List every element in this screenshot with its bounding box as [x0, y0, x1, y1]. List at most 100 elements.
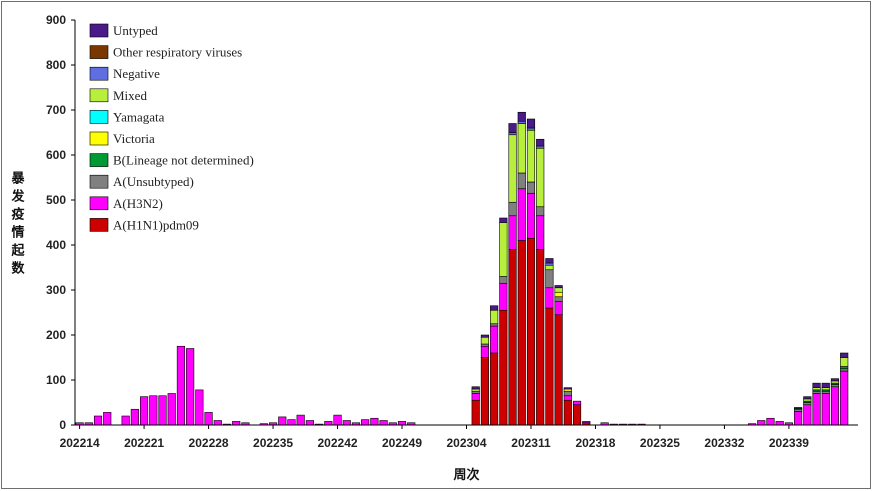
- bar-segment-mixed: [526, 129, 536, 183]
- bar-segment-a-unsubtyped: [794, 408, 803, 412]
- y-tick-label: 400: [46, 238, 66, 252]
- bar-segment-mixed: [554, 287, 563, 293]
- legend-label: A(H3N2): [113, 196, 163, 211]
- bar-segment-a-h3n2: [526, 192, 536, 239]
- legend-label: Other respiratory viruses: [113, 45, 242, 60]
- bar-segment-a-h3n2: [821, 393, 830, 426]
- x-tick-label: 202249: [382, 436, 422, 450]
- bar-segment-a-h1n1-pdm09: [563, 399, 572, 426]
- bar-segment-a-h3n2: [471, 393, 480, 401]
- bar-segment-negative: [536, 145, 545, 149]
- y-tick-label: 600: [46, 148, 66, 162]
- bar-segment-a-unsubtyped: [490, 323, 499, 327]
- x-tick-label: 202214: [60, 436, 100, 450]
- bar-segment-a-h1n1-pdm09: [536, 249, 545, 426]
- legend-swatch: [89, 131, 109, 146]
- bar-segment-a-h3n2: [379, 420, 388, 426]
- legend-label: Yamagata: [113, 109, 165, 124]
- bar-segment-a-h3n2: [480, 345, 489, 358]
- x-tick-label: 202242: [318, 436, 358, 450]
- bar-segment-a-h3n2: [278, 416, 287, 426]
- bar-segment-a-unsubtyped: [536, 206, 545, 217]
- bar-segment-mixed: [803, 398, 812, 402]
- bar-segment-a-h3n2: [93, 415, 103, 426]
- bar-segment-mixed: [480, 336, 489, 345]
- x-tick-label: 202228: [189, 436, 229, 450]
- x-tick-label: 202332: [704, 436, 744, 450]
- bar-segment-a-h3n2: [490, 325, 499, 354]
- bar-segment-a-h3n2: [803, 404, 812, 426]
- bar-segment-a-h3n2: [775, 421, 784, 426]
- bar-segment-untyped: [563, 387, 572, 390]
- bar-segment-a-h1n1-pdm09: [545, 307, 554, 426]
- legend-swatch: [89, 110, 109, 124]
- bar-segment-a-unsubtyped: [563, 390, 572, 397]
- bar-segment-a-h3n2: [305, 420, 314, 426]
- x-tick-label: 202325: [640, 436, 680, 450]
- bar-segment-a-h1n1-pdm09: [480, 357, 489, 426]
- legend-label: Mixed: [113, 88, 147, 103]
- y-tick-label: 700: [46, 103, 66, 117]
- bar-segment-mixed: [517, 123, 526, 174]
- y-axis-title-char: 疫: [11, 207, 24, 223]
- bar-segment-a-h3n2: [830, 386, 840, 426]
- bar-segment-a-h3n2: [499, 282, 508, 311]
- bar-segment-mixed: [499, 222, 508, 277]
- bar-segment-a-h1n1-pdm09: [499, 309, 508, 426]
- bar-segment-a-h3n2: [204, 412, 213, 426]
- bar-segment-a-h3n2: [766, 417, 775, 426]
- y-tick-label: 100: [46, 373, 66, 387]
- bar-segment-a-unsubtyped: [480, 343, 489, 347]
- bar-segment-a-h3n2: [757, 420, 766, 426]
- bar-segment-a-h3n2: [287, 419, 296, 426]
- bar-segment-a-h3n2: [296, 414, 305, 426]
- x-tick-label: 202235: [253, 436, 293, 450]
- x-tick-label: 202318: [575, 436, 615, 450]
- bar-segment-mixed: [821, 387, 830, 391]
- x-axis-title: 周次: [453, 467, 479, 483]
- bar-segment-victoria: [554, 291, 563, 298]
- bar-segment-a-h1n1-pdm09: [508, 249, 517, 426]
- bar-segment-a-h1n1-pdm09: [490, 352, 499, 426]
- legend-swatch: [89, 196, 109, 211]
- bar-segment-a-h3n2: [840, 370, 849, 426]
- bar-segment-negative: [517, 120, 526, 124]
- bar-segment-a-h3n2: [176, 345, 186, 426]
- y-tick-label: 300: [46, 283, 66, 297]
- bar-segment-untyped: [536, 138, 545, 147]
- bar-segment-a-h3n2: [195, 389, 204, 426]
- bar-segment-a-h3n2: [794, 411, 803, 426]
- bar-segment-a-h3n2: [582, 421, 591, 424]
- bar-segment-mixed: [830, 380, 840, 384]
- bar-segment-a-unsubtyped: [821, 390, 830, 394]
- bar-segment-a-unsubtyped: [554, 296, 563, 302]
- y-axis-title-char: 数: [11, 261, 25, 277]
- bar-segment-untyped: [499, 217, 508, 223]
- bar-segment-a-unsubtyped: [840, 368, 849, 372]
- x-tick-label: 202339: [769, 436, 809, 450]
- legend-label: Negative: [113, 66, 160, 81]
- bar-segment-a-h3n2: [232, 421, 241, 426]
- bar-segment-mixed: [490, 309, 499, 325]
- bar-segment-mixed: [536, 147, 545, 208]
- bar-segment-a-h3n2: [508, 215, 517, 250]
- bar-segment-a-h3n2: [333, 414, 342, 426]
- bar-segment-a-h3n2: [517, 188, 526, 241]
- y-axis-title-char: 情: [11, 225, 24, 241]
- bar-segment-mixed: [508, 134, 517, 203]
- bar-segment-a-h3n2: [324, 421, 333, 426]
- bar-segment-a-h1n1-pdm09: [517, 240, 526, 426]
- legend-swatch: [89, 218, 109, 232]
- bar-segment-a-unsubtyped: [499, 276, 508, 284]
- bar-segment-a-unsubtyped: [508, 201, 517, 217]
- bar-segment-a-h3n2: [213, 420, 222, 426]
- bar-segment-a-h3n2: [361, 419, 370, 426]
- bar-segment-untyped: [830, 378, 840, 382]
- bar-segment-victoria: [563, 388, 572, 392]
- bar-segment-a-h3n2: [536, 215, 545, 250]
- bar-segment-negative: [526, 127, 536, 131]
- y-axis-title-char: 起: [10, 243, 25, 259]
- y-tick-label: 0: [59, 418, 66, 432]
